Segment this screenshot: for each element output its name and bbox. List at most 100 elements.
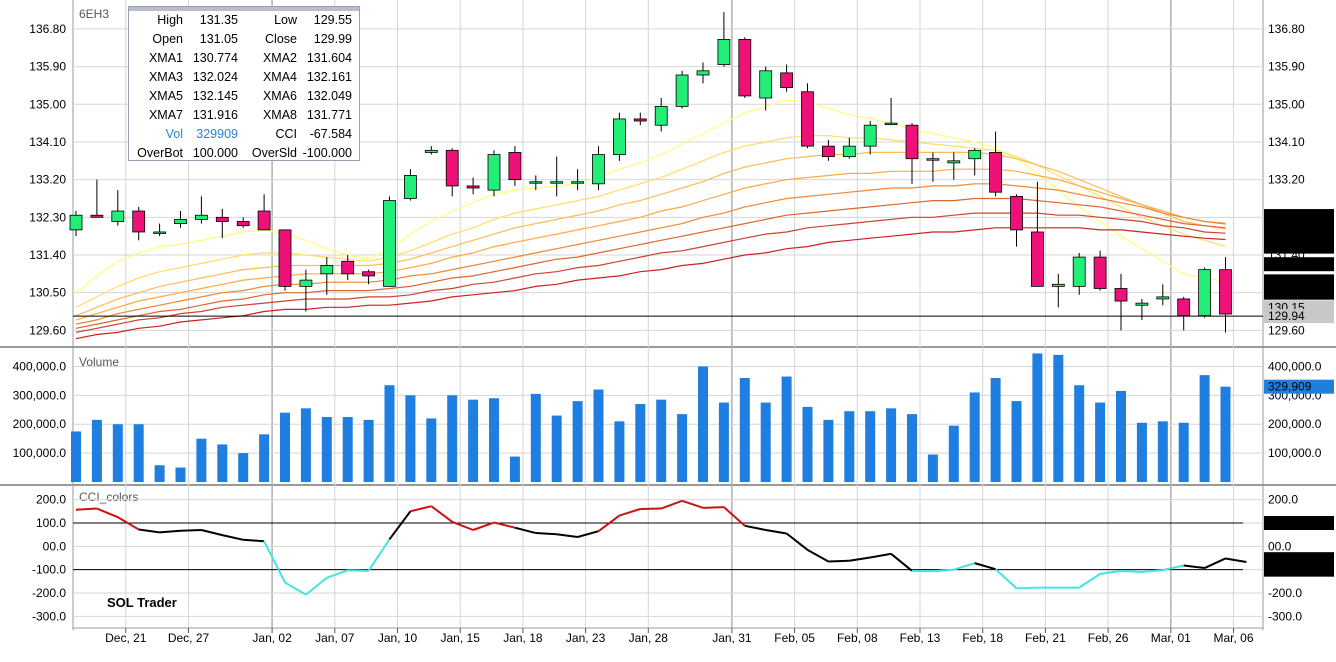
cci-segment	[493, 521, 516, 529]
volume-bar	[175, 467, 186, 482]
price-y-tick-left: 131.40	[29, 248, 66, 262]
info-key: XMA5	[148, 89, 183, 103]
info-value: 131.05	[199, 32, 238, 46]
price-y-tick-right: 136.80	[1268, 22, 1305, 36]
x-tick-label: Feb, 26	[1088, 631, 1129, 645]
info-key: XMA2	[262, 51, 297, 65]
candle-body	[529, 181, 543, 184]
volume-bar	[259, 434, 270, 482]
volume-bar	[300, 408, 311, 482]
volume-bar	[468, 399, 479, 482]
xma-line-8	[75, 227, 1226, 340]
cci-segment	[222, 534, 244, 541]
cci-segment	[597, 514, 620, 532]
price-y-tick-right: 133.20	[1268, 173, 1305, 187]
xma-line-4	[75, 168, 1226, 321]
candle-body	[759, 70, 773, 99]
cci-segment	[1120, 569, 1142, 573]
volume-bar	[656, 399, 667, 482]
volume-bar	[91, 419, 102, 482]
cci-y-tick-left: 00.0	[43, 539, 67, 553]
volume-bar	[781, 376, 792, 482]
xma-line-3	[75, 151, 1226, 317]
volume-bar	[635, 404, 646, 482]
cci-y-tick-left: -300.0	[32, 609, 66, 623]
price-y-tick-left: 135.00	[29, 97, 66, 111]
volume-bar	[238, 453, 249, 482]
credit-label: SOL Trader	[107, 595, 177, 610]
cci-segment	[849, 556, 871, 562]
candle-body	[236, 221, 250, 227]
volume-bar	[990, 378, 1001, 482]
cci-segment	[1016, 586, 1038, 590]
xma-line-1	[75, 99, 1226, 294]
x-tick-label: Feb, 05	[774, 631, 815, 645]
x-tick-label: Jan, 28	[629, 631, 669, 645]
xma-line-7	[75, 212, 1226, 333]
candle-body	[989, 152, 1002, 193]
info-key: High	[157, 13, 183, 27]
info-value: -67.584	[309, 127, 352, 141]
volume-bar	[509, 456, 520, 482]
price-tag-label: 130.77	[1268, 274, 1305, 288]
volume-bar	[1095, 402, 1106, 482]
cci-segment	[994, 568, 1018, 590]
symbol-label: 6EH3	[79, 7, 109, 21]
candle-body	[1177, 298, 1191, 317]
volume-bar	[384, 385, 395, 482]
candle-body	[1114, 288, 1128, 302]
x-tick-label: Jan, 02	[252, 631, 292, 645]
cci-y-tick-right: -200.0	[1268, 586, 1302, 600]
volume-bar	[551, 415, 562, 482]
candle-body	[1135, 302, 1149, 306]
volume-bar	[342, 417, 353, 482]
cci-segment	[159, 529, 181, 534]
info-value: 130.774	[192, 51, 238, 65]
candle-body	[613, 118, 626, 155]
x-tick-label: Feb, 08	[837, 631, 878, 645]
info-value: 129.55	[313, 13, 352, 27]
candle-body	[466, 185, 480, 189]
cci-tag	[1264, 516, 1334, 530]
info-value: 131.916	[192, 108, 238, 122]
volume-bar	[1074, 385, 1085, 482]
info-row: High 131.35 Low 129.55	[129, 11, 359, 30]
cci-y-tick-right: 200.0	[1268, 493, 1298, 507]
x-tick-label: Jan, 07	[315, 631, 355, 645]
cci-panel-title: CCI_colors	[79, 490, 138, 504]
info-key: Vol	[165, 127, 183, 141]
info-key: XMA6	[262, 89, 297, 103]
candle-body	[1093, 256, 1107, 289]
info-row: XMA1 130.774 XMA2 131.604	[129, 49, 359, 68]
cci-y-tick-right: 00.0	[1268, 539, 1292, 553]
cci-tag	[1264, 562, 1334, 577]
candle-body	[1051, 283, 1065, 287]
volume-bar	[1053, 354, 1064, 482]
volume-bar	[447, 395, 458, 482]
volume-bar	[677, 414, 688, 482]
info-value: 129.99	[313, 32, 352, 46]
candle-body	[675, 74, 689, 107]
x-tick-label: Jan, 18	[503, 631, 543, 645]
volume-bar	[321, 417, 332, 482]
info-key: XMA3	[148, 70, 183, 84]
volume-bar	[886, 408, 897, 482]
info-key: Close	[265, 32, 297, 46]
x-tick-label: Dec, 27	[168, 631, 210, 645]
info-key: Low	[274, 13, 297, 27]
info-value: 132.145	[192, 89, 238, 103]
cci-segment	[828, 559, 850, 563]
volume-bar	[907, 414, 917, 482]
cci-segment	[744, 524, 766, 531]
x-tick-label: Jan, 23	[566, 631, 606, 645]
price-y-tick-left: 136.80	[29, 22, 66, 36]
candle-body	[947, 160, 961, 164]
cci-segment	[785, 532, 809, 551]
volume-bar	[927, 454, 938, 482]
candle-body	[1198, 269, 1211, 317]
volume-bar	[133, 424, 144, 482]
x-tick-label: Jan, 31	[712, 631, 752, 645]
candle-body	[445, 149, 459, 187]
candle-body	[403, 175, 417, 199]
volume-bar	[1136, 422, 1147, 482]
